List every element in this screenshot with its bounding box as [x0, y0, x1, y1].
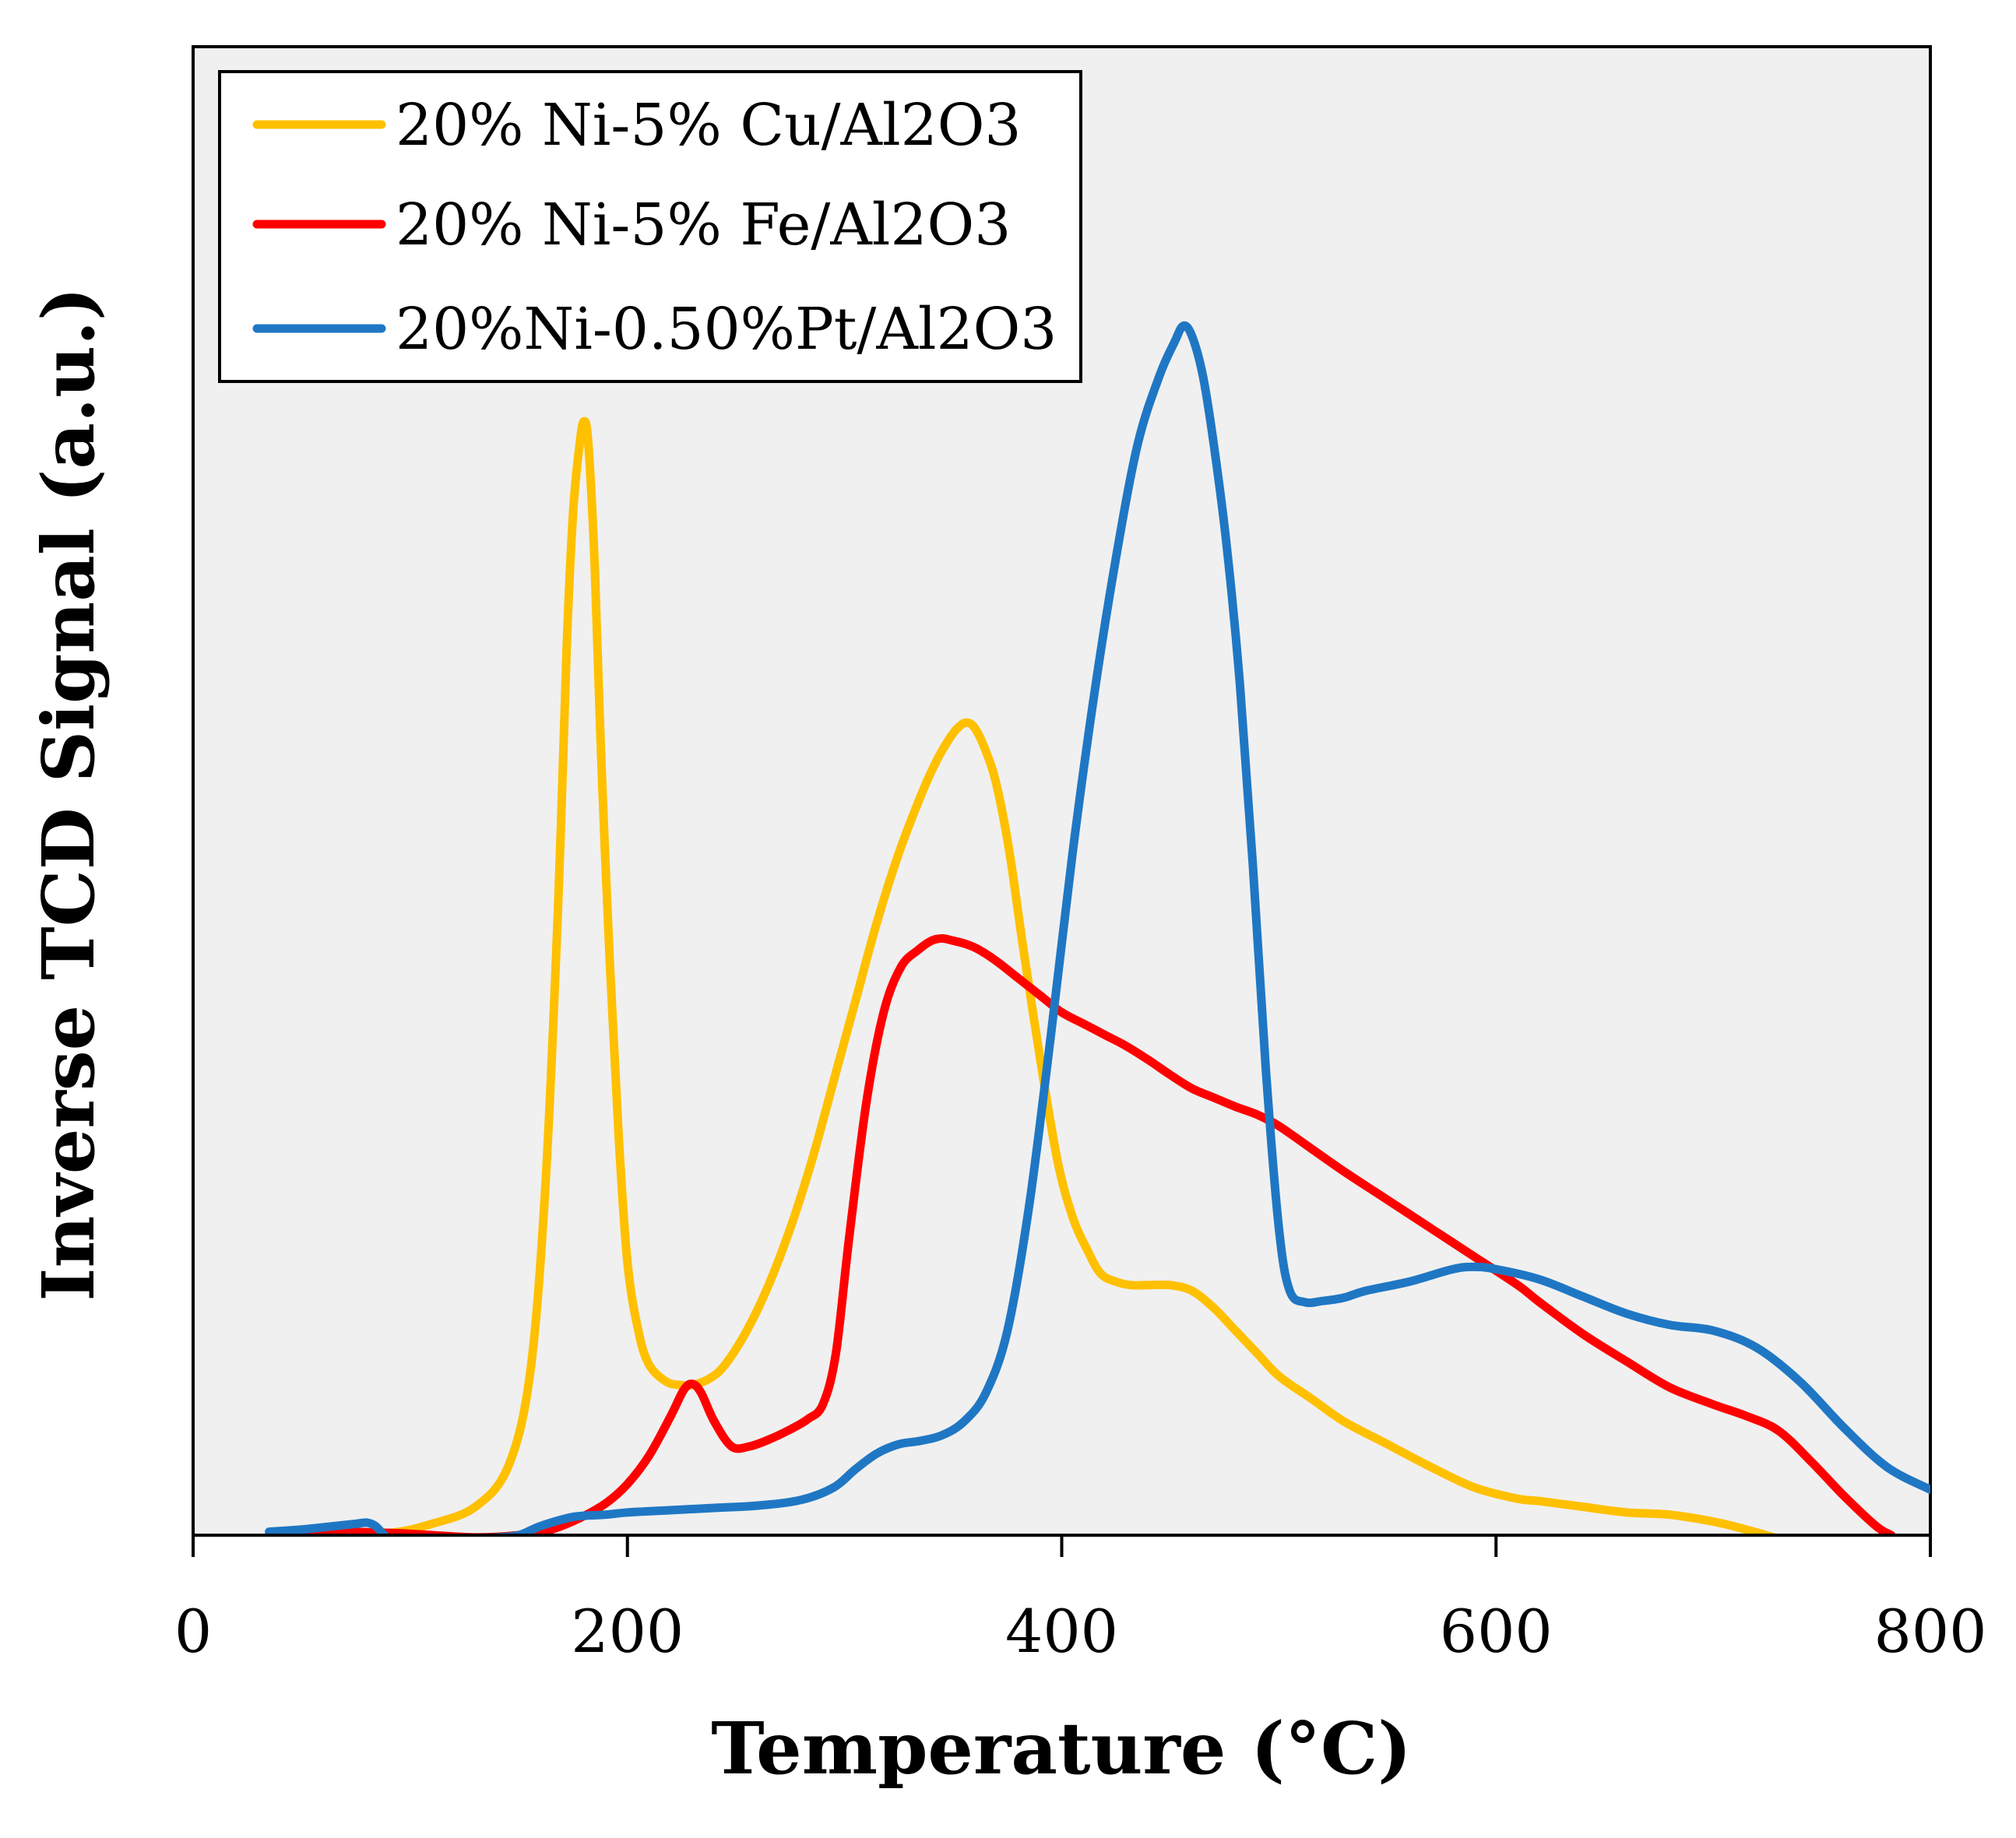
legend: 20% Ni-5% Cu/Al2O3 20% Ni-5% Fe/Al2O3 20… — [218, 70, 1082, 383]
x-tick-label: 0 — [174, 1597, 212, 1666]
legend-label-pt: 20%Ni-0.50%Pt/Al2O3 — [396, 296, 1057, 363]
x-tick-label: 400 — [1005, 1597, 1118, 1666]
series-layer — [265, 321, 1930, 1535]
x-axis-title: Temperature (°C) — [711, 1706, 1411, 1791]
legend-label-cu: 20% Ni-5% Cu/Al2O3 — [396, 92, 1022, 159]
x-tick-label: 600 — [1440, 1597, 1553, 1666]
series-line-fe — [265, 934, 1896, 1535]
x-tick-label: 200 — [571, 1597, 684, 1666]
series-line-cu — [265, 416, 1782, 1535]
legend-label-fe: 20% Ni-5% Fe/Al2O3 — [396, 192, 1011, 258]
x-tick-label: 800 — [1874, 1597, 1986, 1666]
y-axis-title: Inverse TCD Signal (a.u.) — [26, 286, 111, 1301]
series-line-pt — [265, 321, 1930, 1535]
x-axis-ticks: 0 200 400 600 800 — [174, 1535, 1987, 1666]
